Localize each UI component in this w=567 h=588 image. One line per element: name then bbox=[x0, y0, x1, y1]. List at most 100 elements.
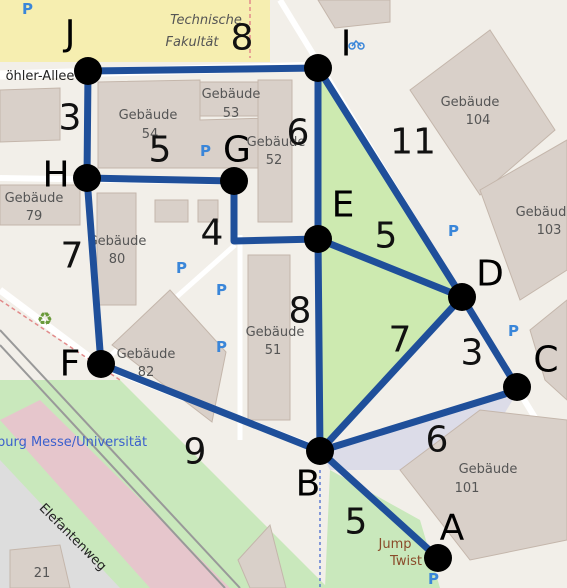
parking-icon: P bbox=[428, 570, 439, 588]
edge-weight-h-f: 7 bbox=[61, 236, 84, 277]
node-e bbox=[304, 225, 332, 253]
node-label-d: D bbox=[476, 254, 504, 295]
rail-line bbox=[0, 329, 241, 588]
node-label-b: B bbox=[296, 464, 321, 505]
edge-d-c bbox=[458, 293, 521, 391]
edge-weight-e-b: 8 bbox=[289, 291, 312, 332]
building-53-number: 53 bbox=[223, 106, 240, 121]
building-80-number: 80 bbox=[109, 252, 126, 267]
node-b bbox=[306, 437, 334, 465]
building-104-number: 104 bbox=[466, 113, 491, 128]
edge-weight-i-e: 6 bbox=[287, 113, 310, 154]
node-label-j: J bbox=[63, 14, 76, 55]
building-103-number: 103 bbox=[537, 223, 562, 238]
edge-j-h bbox=[83, 67, 92, 182]
node-label-c: C bbox=[533, 340, 558, 381]
jump-label-line1: Jump bbox=[378, 537, 412, 552]
building bbox=[237, 523, 287, 588]
building-80 bbox=[96, 192, 137, 306]
node-g bbox=[220, 167, 248, 195]
building-82-label: Gebäude bbox=[117, 347, 176, 362]
park-area bbox=[320, 70, 462, 450]
building-101-label: Gebäude bbox=[459, 462, 518, 477]
map-icons: P P P P P P P P ♻ bbox=[22, 0, 519, 588]
rail-area bbox=[0, 400, 230, 588]
building-53-label: Gebäude bbox=[202, 87, 261, 102]
station-label: burg Messe/Universität bbox=[0, 435, 147, 450]
edge-weight-d-c: 3 bbox=[461, 333, 484, 374]
edge-d-b bbox=[316, 293, 466, 455]
building-52-label: Gebäude bbox=[247, 135, 306, 150]
recycling-icon: ♻ bbox=[37, 309, 53, 330]
edge-weight-j-i: 8 bbox=[231, 18, 254, 59]
edge-e-d bbox=[314, 235, 466, 301]
edge-h-f bbox=[83, 174, 105, 368]
node-label-e: E bbox=[332, 185, 355, 226]
green-strip-2 bbox=[325, 470, 440, 588]
street-label-top: öhler-Allee bbox=[6, 69, 75, 84]
building-52-number: 52 bbox=[266, 153, 283, 168]
building-79-number: 79 bbox=[26, 209, 43, 224]
node-i bbox=[304, 54, 332, 82]
node-label-f: F bbox=[60, 344, 81, 385]
node-d bbox=[448, 283, 476, 311]
faculty-label-line2: Fakultät bbox=[166, 35, 220, 50]
edge-weights: 8 3 5 7 4 6 11 5 8 3 7 6 9 5 bbox=[59, 18, 484, 543]
edge-h-g bbox=[83, 174, 238, 185]
edge-i-d bbox=[314, 64, 466, 301]
edge-f-b bbox=[97, 360, 324, 455]
building-51-number: 51 bbox=[265, 343, 282, 358]
building-79-label: Gebäude bbox=[5, 191, 64, 206]
building-54-number: 54 bbox=[142, 127, 159, 142]
edge-weight-f-b: 9 bbox=[184, 432, 207, 473]
edge-weight-d-b: 7 bbox=[389, 320, 412, 361]
parking-icon: P bbox=[176, 259, 187, 277]
building bbox=[317, 0, 391, 29]
building-80-label: Gebäude bbox=[88, 234, 147, 249]
edge-j-i bbox=[84, 64, 322, 75]
building-101-number: 101 bbox=[455, 481, 480, 496]
building-small bbox=[154, 199, 189, 223]
parking-icon: P bbox=[216, 338, 227, 356]
node-labels: J I H G E D C F B A bbox=[42, 14, 558, 549]
building-104-label: Gebäude bbox=[441, 95, 500, 110]
edge-weight-e-d: 5 bbox=[375, 216, 398, 257]
edge-weight-c-b: 6 bbox=[426, 420, 449, 461]
parking-icon: P bbox=[448, 222, 459, 240]
building bbox=[0, 87, 61, 143]
green-strip bbox=[0, 380, 328, 588]
edge-weight-i-d: 11 bbox=[390, 122, 436, 163]
building-103-label: Gebäude bbox=[516, 205, 567, 220]
node-a bbox=[424, 544, 452, 572]
edge-g-e bbox=[230, 177, 322, 245]
building-51 bbox=[247, 254, 291, 421]
node-j bbox=[74, 57, 102, 85]
node-label-h: H bbox=[42, 155, 69, 196]
bicycle-icon bbox=[348, 39, 365, 50]
edge-e-b bbox=[314, 235, 324, 455]
building-21 bbox=[9, 544, 71, 588]
building-79 bbox=[0, 184, 81, 226]
building-101 bbox=[399, 409, 567, 561]
faculty-area bbox=[0, 0, 270, 62]
building-small-2 bbox=[197, 199, 219, 223]
edge-b-a bbox=[316, 447, 442, 562]
building-104 bbox=[409, 29, 556, 196]
parking-icon: P bbox=[216, 281, 227, 299]
building-54-label: Gebäude bbox=[119, 108, 178, 123]
edge-weight-b-a: 5 bbox=[345, 502, 368, 543]
graph-nodes bbox=[73, 54, 531, 572]
parking-icon: P bbox=[22, 0, 33, 18]
house-number-21: 21 bbox=[34, 566, 51, 581]
rail-line-2 bbox=[0, 344, 226, 588]
building-52 bbox=[257, 79, 293, 223]
node-h bbox=[73, 164, 101, 192]
edge-weight-j-h: 3 bbox=[59, 98, 82, 139]
node-label-g: G bbox=[223, 130, 251, 171]
edge-weight-h-g: 5 bbox=[149, 130, 172, 171]
edge-weight-g-e: 4 bbox=[201, 213, 224, 254]
node-label-i: I bbox=[341, 24, 352, 65]
node-label-a: A bbox=[440, 508, 465, 549]
parking-icon: P bbox=[200, 142, 211, 160]
